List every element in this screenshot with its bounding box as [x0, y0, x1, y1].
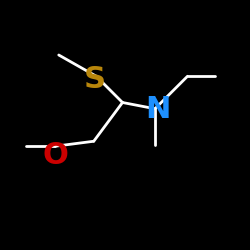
Text: N: N [145, 96, 170, 124]
Text: O: O [42, 140, 68, 170]
Text: S: S [84, 66, 106, 94]
